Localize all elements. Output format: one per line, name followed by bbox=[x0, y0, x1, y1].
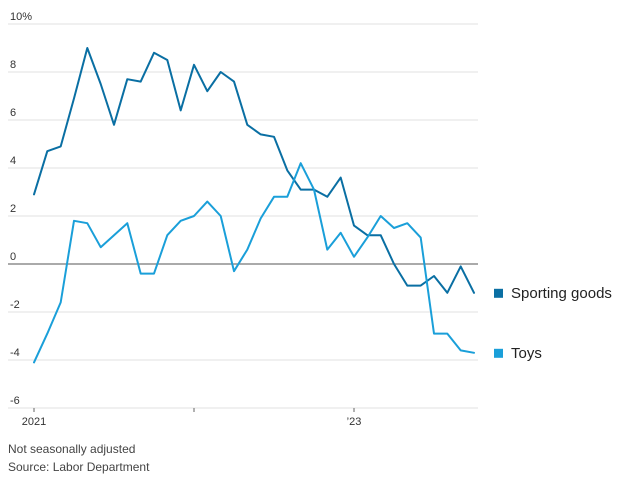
legend: Sporting goods Toys bbox=[494, 285, 612, 362]
y-tick-label-2: 6 bbox=[10, 107, 16, 119]
y-tick-label-1: 8 bbox=[10, 59, 16, 71]
series-lines bbox=[33, 47, 475, 364]
legend-label-sporting-goods: Sporting goods bbox=[511, 285, 612, 302]
source-note: Source: Labor Department bbox=[8, 460, 150, 474]
y-axis-tick-labels: 10% 8 6 4 2 0 -2 -4 -6 bbox=[10, 11, 32, 407]
legend-swatch-toys bbox=[494, 348, 503, 358]
x-axis: 2021 ’23 bbox=[8, 407, 478, 428]
y-tick-label-8: -6 bbox=[10, 395, 20, 407]
y-tick-label-0: 10% bbox=[10, 11, 32, 23]
x-tick-label-2: ’23 bbox=[347, 416, 362, 428]
y-tick-label-5: 0 bbox=[10, 251, 16, 263]
y-tick-label-7: -4 bbox=[10, 347, 20, 359]
x-tick-label-0: 2021 bbox=[22, 416, 46, 428]
y-tick-label-6: -2 bbox=[10, 299, 20, 311]
series-line-sporting-goods bbox=[33, 47, 475, 294]
line-chart: 10% 8 6 4 2 0 -2 -4 -6 2021 ’23 Sporting goods Toy… bbox=[8, 11, 612, 428]
y-tick-label-3: 4 bbox=[10, 155, 16, 167]
adjustment-note: Not seasonally adjusted bbox=[8, 442, 136, 456]
legend-label-toys: Toys bbox=[511, 345, 542, 362]
y-tick-label-4: 2 bbox=[10, 203, 16, 215]
legend-swatch-sporting-goods bbox=[494, 288, 503, 298]
series-line-toys bbox=[33, 162, 475, 364]
